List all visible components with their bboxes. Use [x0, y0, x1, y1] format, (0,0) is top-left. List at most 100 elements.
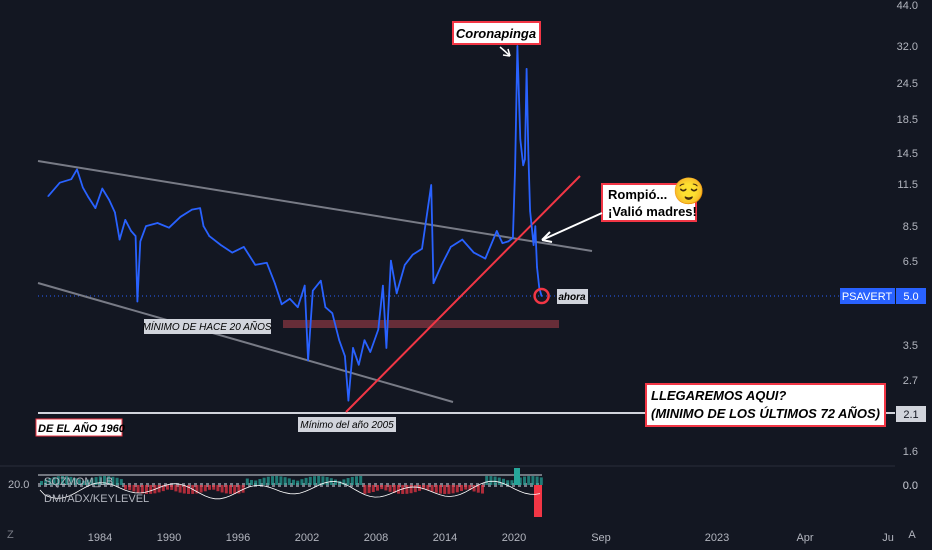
momentum-bar — [149, 485, 153, 494]
x-tick-label: 1990 — [157, 532, 181, 544]
data-point — [208, 235, 211, 237]
data-point — [363, 339, 366, 342]
data-point — [231, 251, 234, 254]
psavert-series-line — [47, 45, 543, 402]
momentum-bar — [476, 485, 480, 493]
data-point — [377, 328, 380, 331]
data-point — [134, 235, 137, 237]
data-point — [369, 351, 372, 353]
price-value-label: 5.0 — [903, 291, 918, 303]
data-point — [357, 363, 360, 366]
data-point — [265, 261, 268, 264]
data-point — [532, 244, 535, 246]
momentum-bar — [271, 476, 274, 485]
target-annotation-line1: LLEGAREMOS AQUI? — [651, 388, 786, 403]
momentum-bar — [166, 485, 169, 490]
price-value-badge — [896, 288, 926, 304]
momentum-bar — [455, 485, 459, 493]
momentum-bar — [409, 485, 413, 494]
y-tick-label: 32.0 — [897, 41, 918, 53]
x-tick-label: 2020 — [502, 532, 526, 544]
data-point — [297, 306, 299, 309]
momentum-bar — [287, 478, 291, 485]
data-point — [484, 257, 487, 260]
momentum-bar — [401, 485, 405, 494]
data-point — [202, 225, 205, 227]
momentum-bar — [422, 485, 426, 490]
momentum-bar — [481, 485, 484, 494]
data-point — [76, 168, 78, 171]
momentum-bar — [367, 485, 371, 494]
relieved-face-icon: 😌 — [673, 176, 705, 206]
x-tick-label: 2008 — [364, 532, 388, 544]
data-point — [219, 244, 222, 246]
momentum-bar — [40, 481, 43, 485]
momentum-bar — [203, 485, 207, 492]
momentum-bar — [371, 485, 375, 492]
momentum-bar — [115, 477, 119, 485]
data-point — [516, 45, 519, 47]
level-badge — [896, 406, 926, 422]
momentum-bar — [405, 485, 409, 494]
indicator-right-value: 0.0 — [903, 480, 918, 492]
momentum-bar — [430, 485, 434, 492]
momentum-bar — [279, 476, 283, 485]
data-point — [449, 246, 452, 248]
data-point — [280, 303, 283, 306]
momentum-bar — [434, 485, 438, 493]
data-point — [179, 216, 182, 218]
momentum-bar — [439, 485, 442, 494]
x-tick-label: 1984 — [88, 532, 112, 544]
momentum-bar — [119, 479, 123, 485]
y-axis: 44.0 32.0 24.5 18.5 14.5 11.5 8.5 6.5 3.5 2.7 1.6 0… — [897, 0, 918, 492]
momentum-bar — [539, 477, 543, 485]
momentum-bar — [497, 477, 501, 485]
momentum-bar — [145, 485, 148, 494]
momentum-bar — [132, 485, 136, 492]
momentum-bar — [485, 476, 489, 485]
momentum-spike-down — [534, 485, 542, 517]
min20-label-box — [144, 319, 271, 334]
x-tick-label: Ju — [882, 532, 894, 544]
momentum-bar — [460, 485, 463, 492]
level-badge-label: 2.1 — [903, 409, 918, 421]
momentum-bar — [187, 485, 190, 494]
series-points — [47, 45, 543, 402]
year1960-label-box — [35, 418, 123, 437]
momentum-bar — [199, 485, 203, 493]
momentum-bar — [178, 485, 182, 493]
data-point — [390, 259, 392, 262]
data-point — [331, 312, 334, 315]
data-point — [403, 264, 406, 266]
data-point — [507, 240, 510, 243]
year1960-label: DE EL AÑO 1960 — [38, 422, 126, 435]
momentum-bar — [65, 476, 69, 485]
min2005-label: Mínimo del año 2005 — [300, 420, 394, 431]
momentum-bar — [527, 476, 531, 485]
channel-lower-line — [37, 282, 454, 403]
momentum-bar — [493, 476, 497, 485]
momentum-bar — [506, 480, 510, 485]
momentum-spike-up — [514, 468, 520, 485]
y-tick-label: 6.5 — [903, 256, 918, 268]
data-point — [136, 300, 139, 303]
indicator-name-sqzmom: SQZMOM_LB — [44, 476, 113, 488]
momentum-bar — [296, 480, 300, 485]
data-point — [288, 297, 291, 300]
data-point — [385, 347, 388, 349]
momentum-bar — [237, 485, 241, 494]
momentum-bar — [208, 485, 211, 490]
data-point — [461, 238, 464, 241]
y-tick-label: 2.7 — [903, 375, 918, 387]
momentum-bar — [73, 477, 77, 485]
momentum-bar — [355, 476, 358, 485]
data-point — [344, 355, 346, 357]
momentum-bar — [262, 477, 266, 485]
auto-scale-button[interactable]: A — [908, 529, 916, 541]
momentum-bar — [313, 476, 316, 485]
min20-label: MÍNIMO DE HACE 20 AÑOS — [142, 320, 271, 333]
min2005-label-box — [298, 417, 396, 432]
momentum-bar — [468, 485, 472, 491]
momentum-bar — [90, 478, 94, 485]
